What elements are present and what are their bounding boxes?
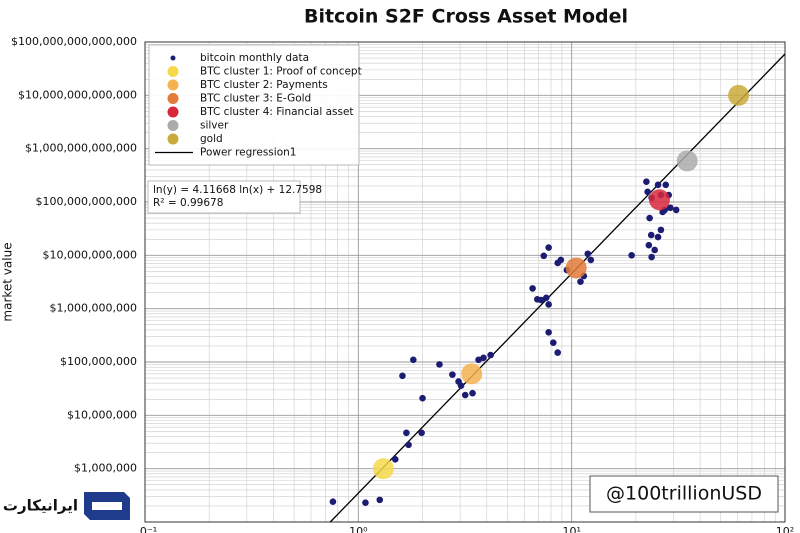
cluster-marker: [648, 189, 670, 211]
legend-label: BTC cluster 3: E-Gold: [200, 93, 311, 105]
data-point: [480, 354, 487, 362]
legend-marker: [170, 55, 176, 61]
data-point: [659, 208, 666, 216]
legend-label: BTC cluster 1: Proof of concept: [200, 66, 362, 78]
data-point: [410, 356, 417, 364]
data-point: [654, 233, 662, 241]
data-point: [645, 241, 653, 249]
y-tick-label: $10,000,000,000: [43, 248, 137, 261]
y-tick-label: $100,000,000: [60, 355, 137, 368]
data-point: [487, 351, 494, 359]
plot-frame: [144, 41, 786, 523]
cluster-marker: [676, 150, 698, 172]
y-tick-label: $10,000,000,000,000: [18, 88, 137, 101]
data-point: [537, 296, 545, 304]
y-tick-label: $100,000,000,000: [36, 195, 137, 208]
data-point: [469, 389, 476, 397]
data-point: [405, 441, 412, 449]
x-tick-label: 10⁰: [349, 525, 368, 533]
data-point: [540, 252, 548, 260]
data-point: [399, 372, 406, 380]
cluster-marker: [372, 458, 394, 480]
y-axis-label: market value: [1, 242, 15, 321]
legend-label: BTC cluster 2: Payments: [200, 79, 328, 91]
data-point: [436, 361, 443, 368]
data-point: [662, 181, 670, 189]
y-tick-label: $1,000,000,000,000: [25, 142, 137, 155]
legend-marker: [167, 66, 179, 77]
legend-label: bitcoin monthly data: [200, 52, 309, 64]
y-tick-label: $100,000,000,000,000: [11, 35, 137, 48]
data-point: [557, 256, 565, 264]
y-tick-label: $1,000,000,000: [50, 302, 137, 315]
legend-label: gold: [200, 133, 223, 145]
legend-marker: [167, 106, 179, 118]
data-point: [554, 349, 561, 356]
data-point: [403, 429, 410, 437]
data-point: [545, 244, 552, 251]
y-tick-label: $10,000,000: [67, 408, 137, 421]
y-tick-label: $1,000,000: [74, 462, 137, 475]
watermark: @100trillionUSD: [606, 483, 762, 505]
data-point: [391, 455, 399, 463]
data-point: [362, 499, 369, 507]
cluster-marker: [728, 84, 750, 106]
x-tick-label: 10⁻¹: [133, 525, 157, 533]
data-point: [648, 253, 655, 261]
annotation-box: [147, 180, 301, 214]
data-point: [418, 429, 425, 437]
data-point: [657, 226, 665, 234]
cluster-marker: [565, 257, 587, 279]
data-point: [646, 214, 653, 222]
legend-marker: [167, 93, 179, 104]
legend-label: Power regression1: [200, 147, 296, 159]
annotation-text: ln(y) = 4.11668 ln(x) + 12.7598: [153, 184, 322, 196]
legend-box: [148, 44, 360, 166]
data-point: [376, 496, 384, 504]
watermark-box: [589, 475, 779, 513]
data-point: [651, 246, 658, 254]
x-tick-label: 10¹: [562, 525, 580, 533]
data-point: [457, 382, 465, 389]
annotation-text: R² = 0.99678: [153, 197, 223, 209]
data-point: [672, 206, 680, 214]
logo-icon-cut: [92, 502, 122, 510]
data-point: [545, 329, 552, 336]
data-point: [654, 181, 662, 189]
legend-label: silver: [200, 120, 229, 132]
data-point: [577, 278, 584, 286]
legend-label: BTC cluster 4: Financial asset: [200, 106, 354, 118]
legend-marker: [167, 133, 179, 145]
data-point: [419, 394, 426, 402]
data-point: [647, 231, 655, 239]
data-point: [667, 204, 674, 212]
x-tick-label: 10²: [776, 525, 794, 533]
chart-title: Bitcoin S2F Cross Asset Model: [304, 6, 628, 28]
data-point: [329, 498, 337, 506]
data-point: [628, 252, 635, 259]
data-point: [584, 250, 592, 258]
data-point: [529, 285, 536, 292]
data-point: [587, 256, 595, 264]
data-point: [549, 339, 557, 347]
legend-marker: [167, 79, 179, 91]
data-point: [542, 294, 550, 302]
data-point: [461, 391, 469, 399]
cluster-marker: [461, 363, 483, 385]
legend-marker: [167, 120, 179, 131]
data-point: [545, 301, 552, 308]
data-point: [449, 371, 456, 378]
data-point: [643, 178, 650, 186]
logo-text: ایرانیکارت: [3, 497, 78, 515]
data-point: [644, 188, 651, 196]
